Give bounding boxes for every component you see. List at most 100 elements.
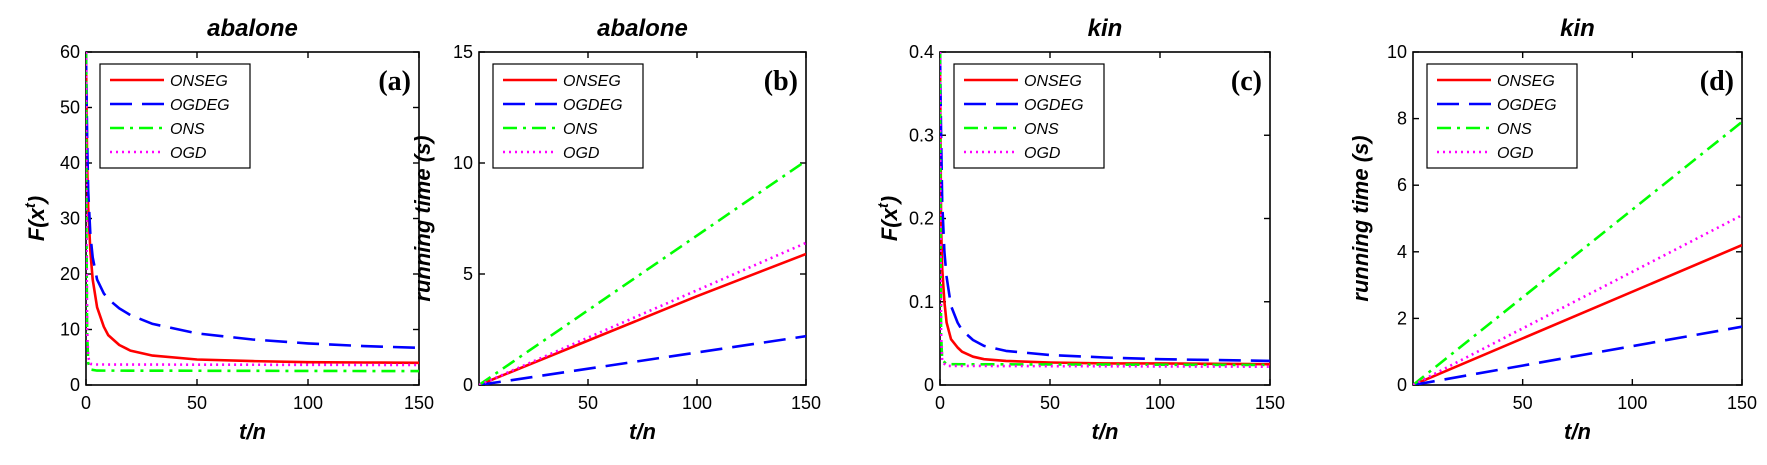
y-tick-label: 10 xyxy=(453,153,473,173)
y-tick-label: 50 xyxy=(60,98,80,118)
series-line-ogdeg xyxy=(479,334,806,385)
y-tick-label: 6 xyxy=(1397,175,1407,195)
y-tick-label: 20 xyxy=(60,264,80,284)
y-tick-label: 0.2 xyxy=(909,209,934,229)
series-line-ogd xyxy=(940,52,1270,369)
series-line-ons xyxy=(479,159,806,385)
panel-label: (a) xyxy=(378,66,411,97)
y-tick-label: 0.4 xyxy=(909,42,934,62)
legend-label: ONSEG xyxy=(563,73,621,90)
series-line-ons xyxy=(1413,120,1742,385)
legend-label: ONSEG xyxy=(1497,73,1555,90)
y-tick-label: 0.1 xyxy=(909,292,934,312)
legend-label: OGD xyxy=(1497,145,1534,162)
plot-area xyxy=(940,52,1270,369)
x-tick-label: 100 xyxy=(1617,393,1647,413)
series-line-ogd xyxy=(1413,214,1742,385)
series-line-ogdeg xyxy=(86,52,419,350)
series-line-onseg xyxy=(479,252,806,385)
chart-2: 0 50 100 150 0 0.1 0.2 0.3 0.4 kin t/n F(xt) ONSEG OG… xyxy=(875,15,1285,444)
axes-box xyxy=(478,51,807,386)
chart-title: abalone xyxy=(207,15,298,42)
legend-label: ONS xyxy=(1497,121,1532,138)
legend: ONSEG OGDEG ONS OGD xyxy=(1426,63,1578,169)
legend-label: OGD xyxy=(1024,145,1061,162)
x-tick-label: 150 xyxy=(1727,393,1757,413)
x-tick-label: 50 xyxy=(1513,393,1533,413)
panel-label: (c) xyxy=(1231,66,1262,97)
x-tick-label: 50 xyxy=(1040,393,1060,413)
y-tick-label: 0.3 xyxy=(909,125,934,145)
x-tick-label: 50 xyxy=(578,393,598,413)
y-tick-label: 10 xyxy=(1387,42,1407,62)
series-line-onseg xyxy=(940,52,1270,366)
legend: ONSEG OGDEG ONS OGD xyxy=(492,63,644,169)
panel-label: (b) xyxy=(764,66,798,97)
y-tick-label: 30 xyxy=(60,209,80,229)
x-tick-label: 0 xyxy=(81,393,91,413)
y-tick-label: 0 xyxy=(1397,375,1407,395)
y-axis-label: F(xt) xyxy=(875,196,902,241)
legend-box xyxy=(1426,63,1578,169)
y-tick-label: 4 xyxy=(1397,242,1407,262)
legend-label: OGDEG xyxy=(1497,97,1557,114)
panel-label: (d) xyxy=(1700,66,1734,97)
y-axis-label: running time (s) xyxy=(410,135,435,301)
legend-box xyxy=(99,63,251,169)
series-line-ons xyxy=(86,52,419,373)
legend-label: OGDEG xyxy=(563,97,623,114)
plot-area xyxy=(1413,120,1742,385)
axes-box xyxy=(1412,51,1743,386)
plot-area xyxy=(479,159,806,385)
x-tick-label: 100 xyxy=(293,393,323,413)
series-line-ogdeg xyxy=(1413,325,1742,385)
legend-label: OGD xyxy=(170,145,207,162)
y-axis-label: F(xt) xyxy=(22,196,49,241)
legend-label: ONS xyxy=(563,121,598,138)
x-tick-label: 100 xyxy=(1145,393,1175,413)
legend-label: ONS xyxy=(1024,121,1059,138)
series-line-onseg xyxy=(1413,243,1742,385)
chart-0: 0 50 100 150 0 10 20 30 40 50 60 abalone t/n F(xt) ONS… xyxy=(22,15,434,444)
x-axis-label: t/n xyxy=(1092,419,1119,444)
series-line-ogd xyxy=(86,52,419,367)
y-tick-label: 5 xyxy=(463,264,473,284)
y-tick-label: 40 xyxy=(60,153,80,173)
y-tick-label: 0 xyxy=(924,375,934,395)
x-axis-label: t/n xyxy=(1564,419,1591,444)
x-tick-label: 100 xyxy=(682,393,712,413)
x-tick-label: 0 xyxy=(935,393,945,413)
legend-label: OGDEG xyxy=(170,97,230,114)
chart-title: abalone xyxy=(597,15,688,42)
legend-label: OGD xyxy=(563,145,600,162)
legend-label: OGDEG xyxy=(1024,97,1084,114)
legend-box xyxy=(492,63,644,169)
chart-title: kin xyxy=(1560,15,1595,42)
x-axis-label: t/n xyxy=(629,419,656,444)
x-tick-label: 50 xyxy=(187,393,207,413)
legend-label: ONS xyxy=(170,121,205,138)
y-tick-label: 0 xyxy=(463,375,473,395)
y-tick-label: 60 xyxy=(60,42,80,62)
legend: ONSEG OGDEG ONS OGD xyxy=(99,63,251,169)
y-tick-label: 15 xyxy=(453,42,473,62)
y-tick-label: 0 xyxy=(70,375,80,395)
x-tick-label: 150 xyxy=(791,393,821,413)
series-line-ogdeg xyxy=(940,52,1270,363)
legend: ONSEG OGDEG ONS OGD xyxy=(953,63,1105,169)
y-tick-label: 8 xyxy=(1397,109,1407,129)
x-tick-label: 150 xyxy=(404,393,434,413)
chart-title: kin xyxy=(1088,15,1123,42)
legend-box xyxy=(953,63,1105,169)
legend-label: ONSEG xyxy=(1024,73,1082,90)
legend-label: ONSEG xyxy=(170,73,228,90)
x-axis-label: t/n xyxy=(239,419,266,444)
chart-1: 50 100 150 0 5 10 15 abalone t/n running time (s)… xyxy=(410,15,821,444)
plot-area xyxy=(86,52,419,373)
chart-3: 50 100 150 0 2 4 6 8 10 kin t/n running time (s) ONS… xyxy=(1348,15,1757,444)
y-tick-label: 10 xyxy=(60,320,80,340)
x-tick-label: 150 xyxy=(1255,393,1285,413)
y-axis-label: running time (s) xyxy=(1348,135,1373,301)
y-tick-label: 2 xyxy=(1397,308,1407,328)
